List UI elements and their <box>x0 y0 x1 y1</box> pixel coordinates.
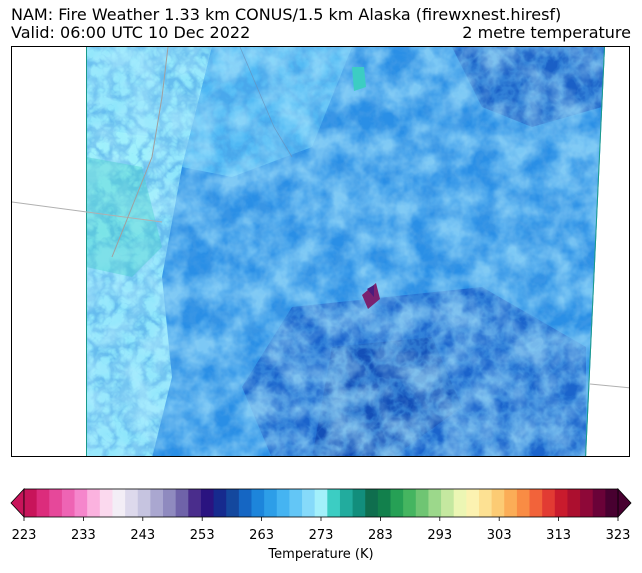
colorbar-swatch <box>352 489 366 517</box>
colorbar-tick-label: 253 <box>189 528 215 543</box>
colorbar-tick-label: 313 <box>546 528 572 543</box>
map-panel <box>11 46 630 457</box>
colorbar-tick-label: 283 <box>367 528 393 543</box>
colorbar-tick-label: 243 <box>130 528 156 543</box>
colorbar-swatch <box>163 489 177 517</box>
colorbar-swatch <box>150 489 164 517</box>
colorbar-swatch <box>516 489 531 517</box>
colorbar-swatch <box>99 489 114 517</box>
colorbar-swatch <box>24 489 38 517</box>
colorbar-swatch <box>112 489 126 517</box>
colorbar-swatch <box>466 489 480 517</box>
colorbar-swatch <box>453 489 467 517</box>
colorbar-tick-label: 323 <box>605 528 631 543</box>
colorbar-swatch <box>428 489 442 517</box>
colorbar-label: Temperature (K) <box>268 547 374 562</box>
colorbar-swatch <box>365 489 379 517</box>
colorbar-tick-label: 273 <box>308 528 334 543</box>
colorbar-tick-label: 303 <box>486 528 512 543</box>
variable-name: 2 metre temperature <box>462 23 631 42</box>
colorbar-swatch <box>87 489 101 517</box>
colorbar-swatch <box>264 489 278 517</box>
colorbar-swatch <box>61 489 76 517</box>
colorbar-swatch <box>327 489 341 517</box>
colorbar-swatch <box>441 489 455 517</box>
colorbar-swatch <box>200 489 215 517</box>
colorbar-swatch <box>377 489 392 517</box>
colorbar-tick-label: 263 <box>249 528 275 543</box>
temperature-field <box>12 47 629 456</box>
colorbar-swatch <box>36 489 50 517</box>
colorbar-swatch <box>125 489 139 517</box>
colorbar-swatch <box>302 489 316 517</box>
colorbar-swatch <box>605 489 619 517</box>
colorbar-swatch <box>49 489 63 517</box>
colorbar-swatch <box>390 489 404 517</box>
colorbar-swatch <box>339 489 354 517</box>
colorbar-swatch <box>504 489 518 517</box>
colorbar-swatch <box>529 489 543 517</box>
colorbar-swatch <box>276 489 291 517</box>
colorbar-swatch <box>554 489 569 517</box>
colorbar-swatch <box>478 489 493 517</box>
colorbar-extend-high <box>617 488 632 519</box>
colorbar-swatch <box>491 489 505 517</box>
colorbar-swatch <box>580 489 594 517</box>
colorbar-swatch <box>213 489 227 517</box>
valid-time: Valid: 06:00 UTC 10 Dec 2022 <box>11 23 251 42</box>
colorbar-swatch <box>175 489 189 517</box>
colorbar-swatch <box>137 489 151 517</box>
colorbar-swatch <box>226 489 240 517</box>
colorbar-tick-label: 293 <box>427 528 453 543</box>
colorbar-swatch <box>238 489 253 517</box>
colorbar-swatch <box>251 489 265 517</box>
colorbar-swatch <box>289 489 303 517</box>
colorbar-swatch <box>314 489 328 517</box>
colorbar-swatch <box>403 489 417 517</box>
colorbar-extend-low <box>10 488 25 519</box>
colorbar-tick-label: 223 <box>11 528 37 543</box>
colorbar-swatch <box>415 489 430 517</box>
colorbar-swatch <box>188 489 202 517</box>
colorbar <box>10 488 632 521</box>
colorbar-swatch <box>74 489 88 517</box>
colorbar-swatch <box>567 489 581 517</box>
colorbar-tick-label: 233 <box>70 528 96 543</box>
colorbar-swatch <box>542 489 556 517</box>
colorbar-swatch <box>592 489 606 517</box>
title-line-1: NAM: Fire Weather 1.33 km CONUS/1.5 km A… <box>11 5 562 24</box>
